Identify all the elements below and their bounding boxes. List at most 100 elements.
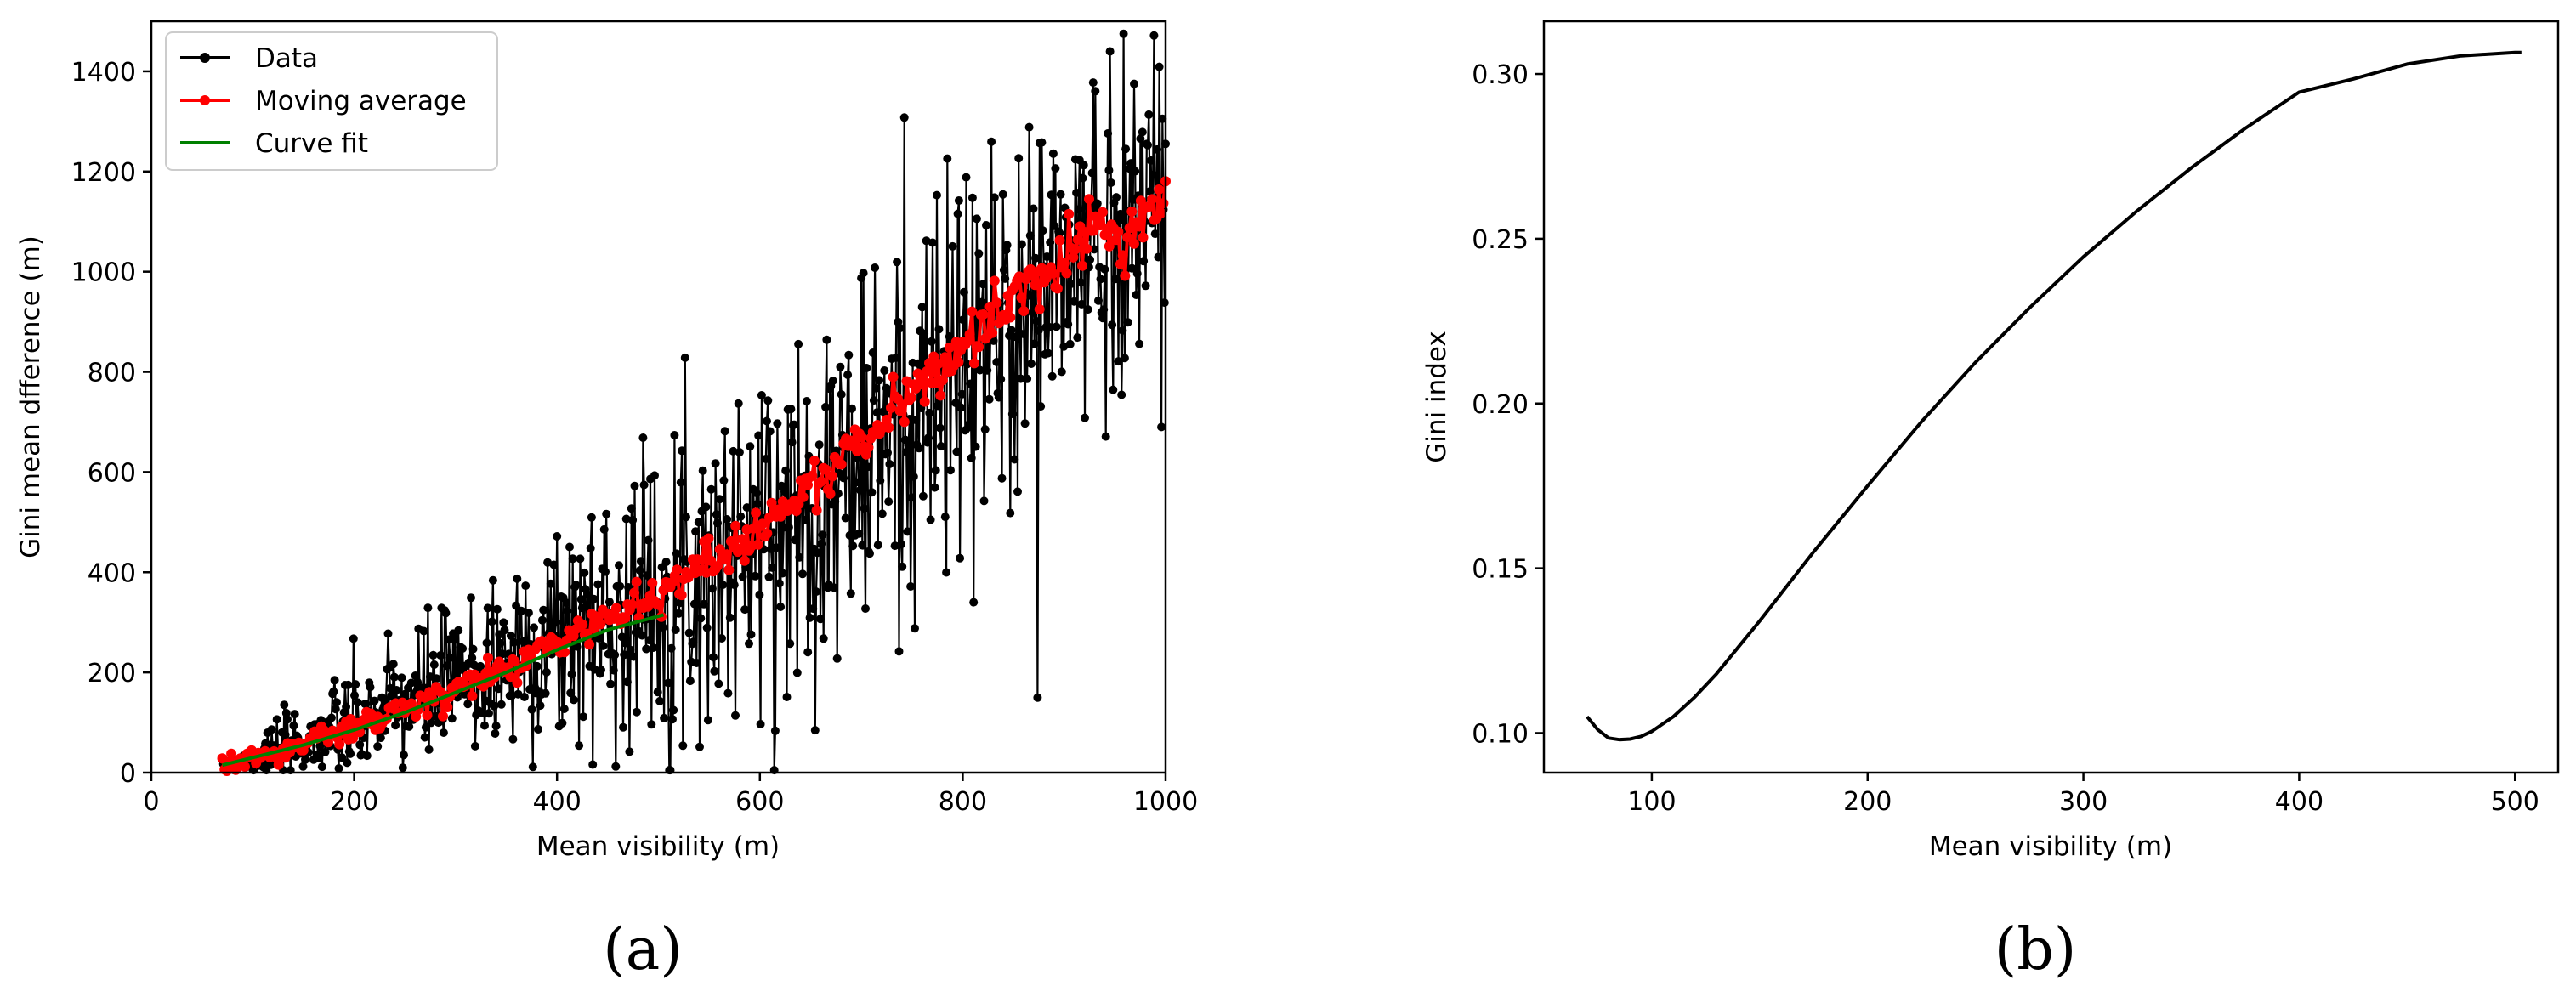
a-data-point [290, 710, 299, 719]
a-data-point [940, 513, 950, 522]
a-data-point [680, 353, 689, 362]
a-data-point [1023, 374, 1032, 383]
a-data-point [863, 462, 872, 472]
a-moving-average-point [1034, 303, 1045, 314]
a-data-point [463, 700, 473, 709]
a-data-point [809, 604, 818, 614]
a-data-point [609, 666, 618, 675]
a-legend-data-marker [200, 53, 210, 63]
a-moving-average-point [438, 711, 448, 722]
a-x-tick-label: 400 [533, 787, 582, 817]
a-data-point [1038, 226, 1047, 235]
a-moving-average-point [584, 639, 595, 650]
a-data-point [1042, 252, 1052, 261]
a-data-point [536, 701, 545, 711]
a-data-point [1043, 348, 1053, 358]
a-data-point [487, 617, 496, 626]
a-data-point [1118, 326, 1127, 335]
a-moving-average-point [723, 564, 735, 575]
a-data-point [894, 647, 904, 656]
a-data-point [960, 287, 968, 297]
a-data-point [626, 645, 635, 654]
a-data-point [720, 427, 729, 436]
a-data-point [915, 444, 923, 453]
a-data-point [671, 626, 680, 634]
a-data-point [846, 589, 855, 598]
a-data-point [362, 751, 372, 761]
a-data-point [480, 721, 489, 730]
a-data-point [476, 661, 485, 671]
a-data-point [567, 670, 576, 679]
a-moving-average-point [944, 343, 955, 353]
a-y-tick-label: 800 [88, 359, 136, 388]
a-data-point [406, 678, 416, 688]
a-y-axis-ticks: 0 200 400 600 800 1000 1200 1400 [71, 58, 151, 789]
a-data-point [546, 579, 555, 588]
a-moving-average-point [987, 327, 998, 338]
a-data-point [332, 698, 341, 707]
a-data-point [373, 742, 383, 751]
a-data-point [869, 396, 878, 405]
a-moving-average-point [933, 359, 944, 369]
a-data-point [326, 713, 336, 722]
a-legend: Data Moving average Curve fit [165, 31, 498, 171]
a-data-point [703, 716, 712, 725]
a-data-point [854, 529, 864, 538]
a-moving-average-point [899, 416, 910, 428]
a-data-point [971, 442, 980, 451]
a-data-point [447, 714, 457, 723]
a-data-point [1073, 333, 1082, 343]
a-data-point [586, 544, 595, 552]
a-data-point [997, 473, 1007, 483]
a-data-point [283, 715, 292, 724]
a-data-point [1112, 193, 1121, 202]
a-data-point [930, 483, 939, 492]
a-data-point [658, 623, 667, 632]
a-data-point [936, 442, 945, 451]
a-data-point [1126, 159, 1136, 168]
a-data-point [925, 408, 934, 417]
a-moving-average-point [1117, 250, 1128, 261]
a-data-point [768, 563, 777, 572]
a-data-point [1076, 278, 1085, 287]
a-moving-average-point [730, 520, 741, 531]
a-data-point [1025, 231, 1035, 241]
a-data-point [482, 638, 491, 648]
a-data-point [872, 408, 882, 417]
a-data-point [962, 173, 971, 182]
a-data-point [802, 397, 811, 405]
a-data-point [432, 674, 441, 683]
a-moving-average-point [815, 476, 826, 487]
a-data-point [499, 618, 508, 627]
a-data-point [488, 575, 497, 585]
a-data-point [787, 438, 797, 447]
a-data-point [1019, 330, 1029, 339]
a-data-point [1091, 87, 1100, 96]
a-data-point [862, 364, 871, 372]
a-data-point [597, 666, 605, 675]
a-data-point [496, 700, 506, 709]
b-x-tick-label: 400 [2275, 787, 2324, 817]
a-data-point [565, 542, 574, 552]
a-data-point [429, 660, 439, 669]
a-data-point [746, 442, 755, 451]
a-data-point [552, 618, 560, 627]
a-data-point [1052, 322, 1061, 331]
a-data-point [1120, 354, 1129, 363]
a-x-axis-ticks: 0 200 400 600 800 1000 [143, 773, 1198, 817]
a-data-point [334, 764, 343, 773]
a-data-point [692, 659, 701, 667]
a-data-point [1027, 360, 1036, 368]
a-data-point [1074, 205, 1083, 214]
a-moving-average-point [577, 619, 588, 630]
a-data-point [718, 634, 726, 643]
a-data-point [868, 348, 877, 357]
a-curve-fit-series [222, 613, 665, 768]
a-data-point [871, 263, 880, 272]
a-legend-data-label: Data [255, 43, 318, 74]
a-data-point [653, 688, 662, 697]
a-data-point [1028, 308, 1037, 317]
a-data-point [837, 390, 846, 399]
a-data-point [1079, 161, 1088, 170]
a-moving-average-point [334, 739, 345, 750]
